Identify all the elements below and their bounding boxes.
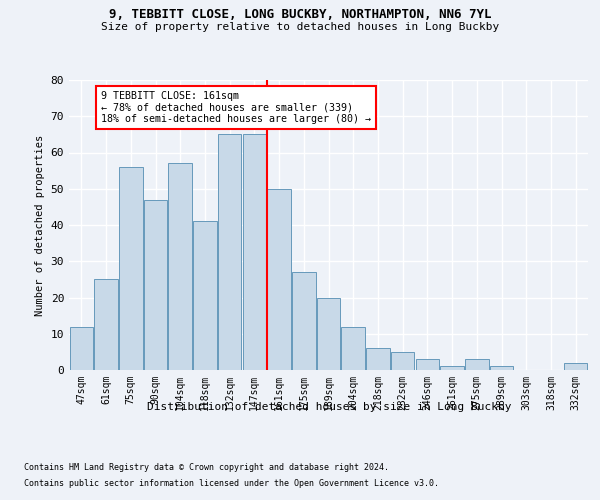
Bar [169,164,192,370]
Bar [292,272,316,370]
Text: 9, TEBBITT CLOSE, LONG BUCKBY, NORTHAMPTON, NN6 7YL: 9, TEBBITT CLOSE, LONG BUCKBY, NORTHAMPT… [109,8,491,20]
Bar [144,200,167,370]
Bar [564,363,587,370]
Bar [465,359,488,370]
Bar [317,298,340,370]
Bar [70,326,93,370]
Text: Contains public sector information licensed under the Open Government Licence v3: Contains public sector information licen… [24,479,439,488]
Bar [391,352,415,370]
Bar [416,359,439,370]
Bar [366,348,389,370]
Bar [119,167,143,370]
Text: 9 TEBBITT CLOSE: 161sqm
← 78% of detached houses are smaller (339)
18% of semi-d: 9 TEBBITT CLOSE: 161sqm ← 78% of detache… [101,91,371,124]
Bar [193,222,217,370]
Bar [218,134,241,370]
Y-axis label: Number of detached properties: Number of detached properties [35,134,45,316]
Text: Size of property relative to detached houses in Long Buckby: Size of property relative to detached ho… [101,22,499,32]
Bar [242,134,266,370]
Bar [268,188,291,370]
Text: Distribution of detached houses by size in Long Buckby: Distribution of detached houses by size … [146,402,511,412]
Bar [490,366,513,370]
Bar [94,280,118,370]
Text: Contains HM Land Registry data © Crown copyright and database right 2024.: Contains HM Land Registry data © Crown c… [24,462,389,471]
Bar [440,366,464,370]
Bar [341,326,365,370]
